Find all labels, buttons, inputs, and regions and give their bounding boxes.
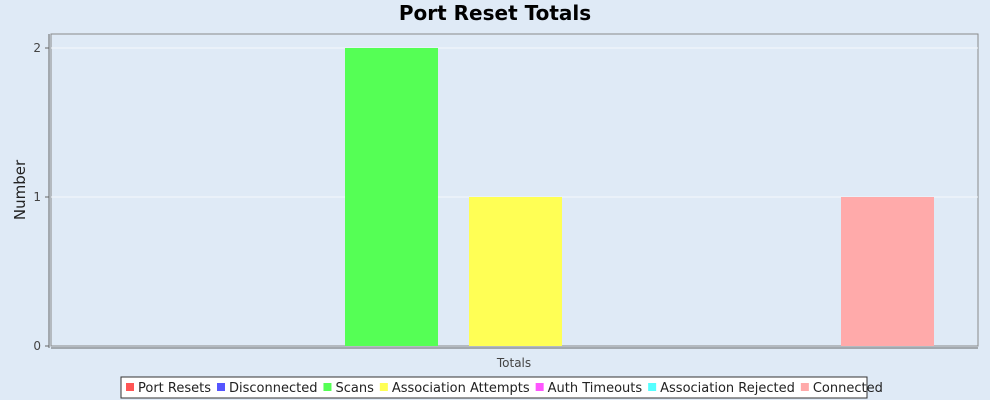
legend-swatch-disconnected (217, 383, 225, 391)
y-axis-ticks: 0 1 2 (33, 41, 49, 353)
legend-swatch-connected (800, 383, 809, 391)
y-tick-label: 1 (33, 190, 41, 204)
legend-label-connected: Connected (813, 381, 883, 396)
bars (345, 48, 934, 346)
legend-label-disconnected: Disconnected (229, 381, 317, 396)
chart-title: Port Reset Totals (399, 1, 591, 25)
bar-association-attempts (469, 197, 562, 346)
y-tick-label: 2 (33, 41, 41, 55)
legend-swatch-association-attempts (379, 383, 388, 391)
legend-box (120, 376, 868, 399)
x-tick-label: Totals (496, 356, 531, 370)
y-axis-label: Number (11, 159, 29, 220)
y-tick-label: 0 (33, 339, 41, 353)
legend-label-scans: Scans (335, 381, 374, 396)
bar-connected (841, 197, 934, 346)
legend-label-association-attempts: Association Attempts (392, 381, 530, 396)
bar-scans (345, 48, 438, 346)
legend-swatch-association-rejected (648, 383, 657, 391)
legend-label-association-rejected: Association Rejected (660, 381, 795, 396)
legend-label-auth-timeouts: Auth Timeouts (548, 381, 643, 396)
legend: Port Resets Disconnected Scans Association … (126, 381, 883, 396)
legend-swatch-auth-timeouts (535, 383, 544, 391)
legend-swatch-port-resets (126, 383, 134, 391)
legend-label-port-resets: Port Resets (138, 381, 211, 396)
legend-swatch-scans (323, 383, 332, 391)
